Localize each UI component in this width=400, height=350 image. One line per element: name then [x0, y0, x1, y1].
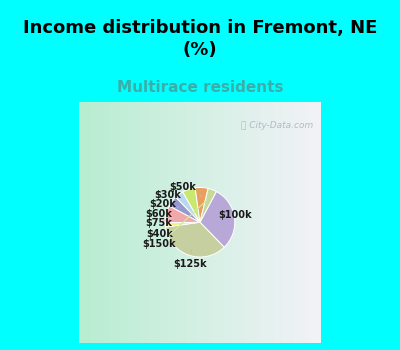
Text: $75k: $75k: [145, 217, 172, 228]
Wedge shape: [200, 191, 235, 247]
Wedge shape: [166, 222, 224, 257]
Wedge shape: [195, 188, 208, 222]
Text: $100k: $100k: [218, 210, 252, 220]
Wedge shape: [169, 197, 200, 222]
Wedge shape: [200, 188, 216, 222]
Wedge shape: [183, 188, 200, 222]
Text: $150k: $150k: [143, 200, 207, 250]
Wedge shape: [176, 192, 200, 222]
Text: $20k: $20k: [149, 199, 182, 209]
Text: $125k: $125k: [174, 250, 207, 269]
Text: $40k: $40k: [146, 224, 174, 239]
Text: $30k: $30k: [155, 190, 189, 200]
Text: Income distribution in Fremont, NE
(%): Income distribution in Fremont, NE (%): [23, 19, 377, 59]
Text: Multirace residents: Multirace residents: [117, 79, 283, 94]
Text: ⓘ City-Data.com: ⓘ City-Data.com: [241, 121, 314, 130]
Text: $60k: $60k: [145, 206, 179, 218]
Text: $50k: $50k: [169, 182, 201, 196]
Wedge shape: [165, 222, 200, 227]
Wedge shape: [165, 206, 200, 223]
